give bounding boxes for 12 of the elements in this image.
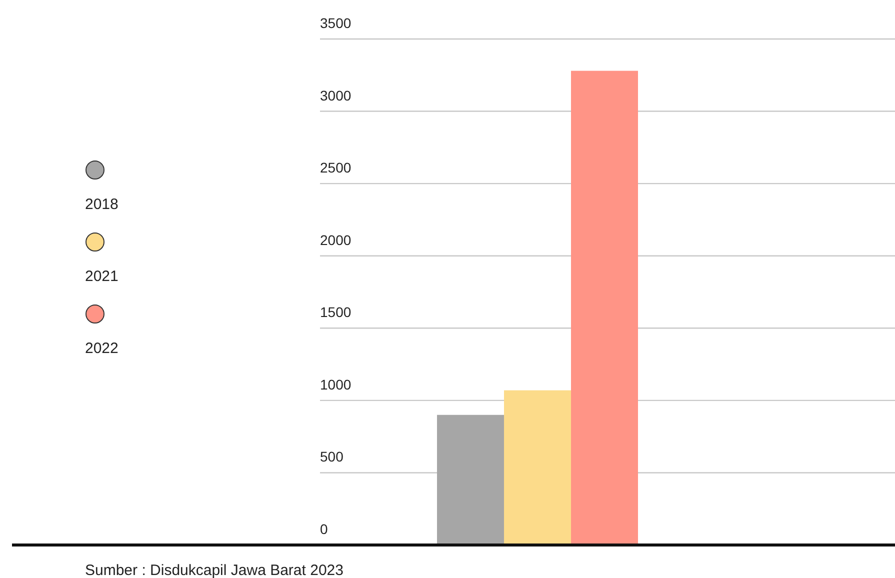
legend-label: 2021 (85, 268, 118, 285)
y-tick-label: 2500 (320, 160, 352, 176)
legend-label: 2022 (85, 340, 118, 357)
y-tick-label: 3500 (320, 15, 352, 31)
y-tick-label: 1000 (320, 376, 352, 392)
y-tick-label: 3000 (320, 87, 352, 104)
y-tick-label: 1500 (320, 304, 352, 320)
legend-label: 2018 (85, 196, 118, 213)
text: Sumber : Disdukcapil Jawa Barat 2023 (85, 562, 344, 578)
y-tick-label: 2000 (320, 232, 352, 248)
y-tick-label: 500 (320, 448, 344, 465)
y-tick-label: 0 (320, 521, 328, 537)
